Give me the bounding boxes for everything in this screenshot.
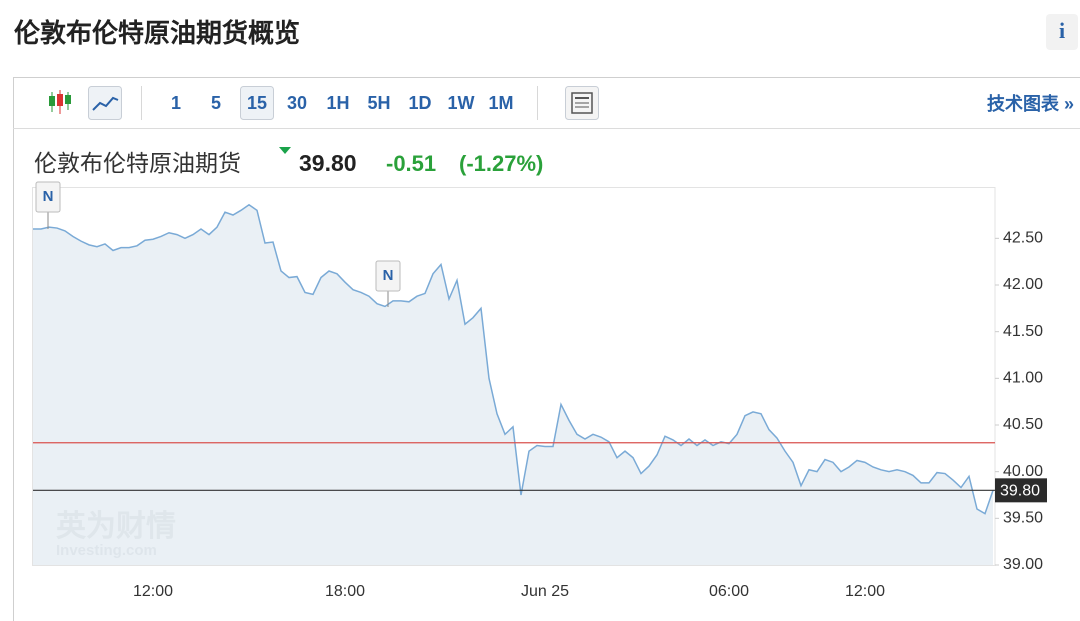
- x-tick-label: Jun 25: [521, 583, 569, 600]
- price-line: [33, 203, 994, 515]
- tech-chart-link[interactable]: 技术图表 »: [987, 93, 1074, 114]
- y-tick-label: 39.50: [1003, 510, 1043, 527]
- icon-part: [49, 96, 55, 106]
- chart-frame: [13, 77, 1080, 621]
- y-tick-label: 40.00: [1003, 463, 1043, 480]
- annotation-box[interactable]: [35, 181, 61, 213]
- candle-icon[interactable]: [49, 90, 71, 114]
- interval-button[interactable]: 5: [211, 93, 221, 113]
- y-tick-label: 41.50: [1003, 323, 1043, 340]
- layout-icon: [571, 92, 593, 114]
- x-tick-label: 12:00: [845, 583, 885, 600]
- interval-button[interactable]: 15: [247, 93, 267, 113]
- interval-button[interactable]: 1W: [448, 93, 475, 113]
- interval-button[interactable]: 30: [287, 93, 307, 113]
- direction-icon: [279, 147, 291, 154]
- price-tag: [995, 478, 1047, 503]
- interval-button[interactable]: 1M: [488, 93, 513, 113]
- line-icon-button[interactable]: [88, 86, 122, 120]
- annotation-box[interactable]: [375, 260, 401, 292]
- icon-part: [65, 95, 71, 104]
- page-title: 伦敦布伦特原油期货概览: [14, 18, 300, 48]
- interval-button[interactable]: 1: [171, 93, 181, 113]
- annotation-label: N: [43, 188, 54, 205]
- interval-button[interactable]: 1H: [326, 93, 349, 113]
- annotation-label: N: [383, 267, 394, 284]
- selected-interval-bg: [240, 86, 274, 120]
- x-tick-label: 18:00: [325, 583, 365, 600]
- interval-button[interactable]: 1D: [408, 93, 431, 113]
- y-tick-label: 39.00: [1003, 556, 1043, 573]
- instrument-price: 39.80: [299, 150, 357, 176]
- y-tick-label: 41.00: [1003, 370, 1043, 387]
- plot-border: [32, 187, 996, 566]
- instrument-name: 伦敦布伦特原油期货: [34, 150, 241, 176]
- y-tick-label: 40.50: [1003, 416, 1043, 433]
- interval-button[interactable]: 5H: [367, 93, 390, 113]
- icon-part: [57, 94, 63, 106]
- x-tick-label: 06:00: [709, 583, 749, 600]
- y-tick-label: 42.00: [1003, 276, 1043, 293]
- instrument-change: -0.51: [386, 151, 436, 176]
- info-icon[interactable]: i: [1059, 18, 1065, 43]
- info-button[interactable]: [1046, 14, 1078, 50]
- x-tick-label: 12:00: [133, 583, 173, 600]
- line-area: [33, 204, 993, 565]
- instrument-change-percent: (-1.27%): [459, 151, 543, 176]
- y-tick-label: 42.50: [1003, 230, 1043, 247]
- line-icon: [92, 96, 119, 111]
- price-tag-label: 39.80: [1000, 483, 1040, 500]
